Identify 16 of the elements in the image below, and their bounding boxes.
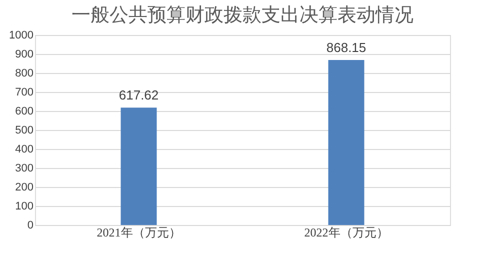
data-label: 617.62	[118, 88, 159, 103]
y-tick-label: 0	[27, 220, 34, 232]
x-tick-label: 2022年（万元）	[304, 226, 388, 240]
y-tick-label: 500	[15, 124, 34, 136]
chart-title: 一般公共预算财政拨款支出决算表动情况	[72, 5, 414, 26]
y-tick-label: 200	[15, 182, 34, 194]
y-tick-label: 300	[15, 162, 34, 174]
data-label: 868.15	[326, 40, 366, 56]
y-tick-label: 900	[15, 48, 34, 60]
y-tick-label: 1000	[9, 30, 34, 42]
y-tick-label: 400	[15, 144, 34, 156]
y-tick-label: 600	[15, 106, 34, 118]
y-tick-label: 700	[15, 86, 34, 98]
x-tick-label: 2021年（万元）	[96, 226, 181, 240]
y-tick-label: 800	[15, 68, 34, 80]
y-tick-label: 100	[15, 200, 34, 212]
